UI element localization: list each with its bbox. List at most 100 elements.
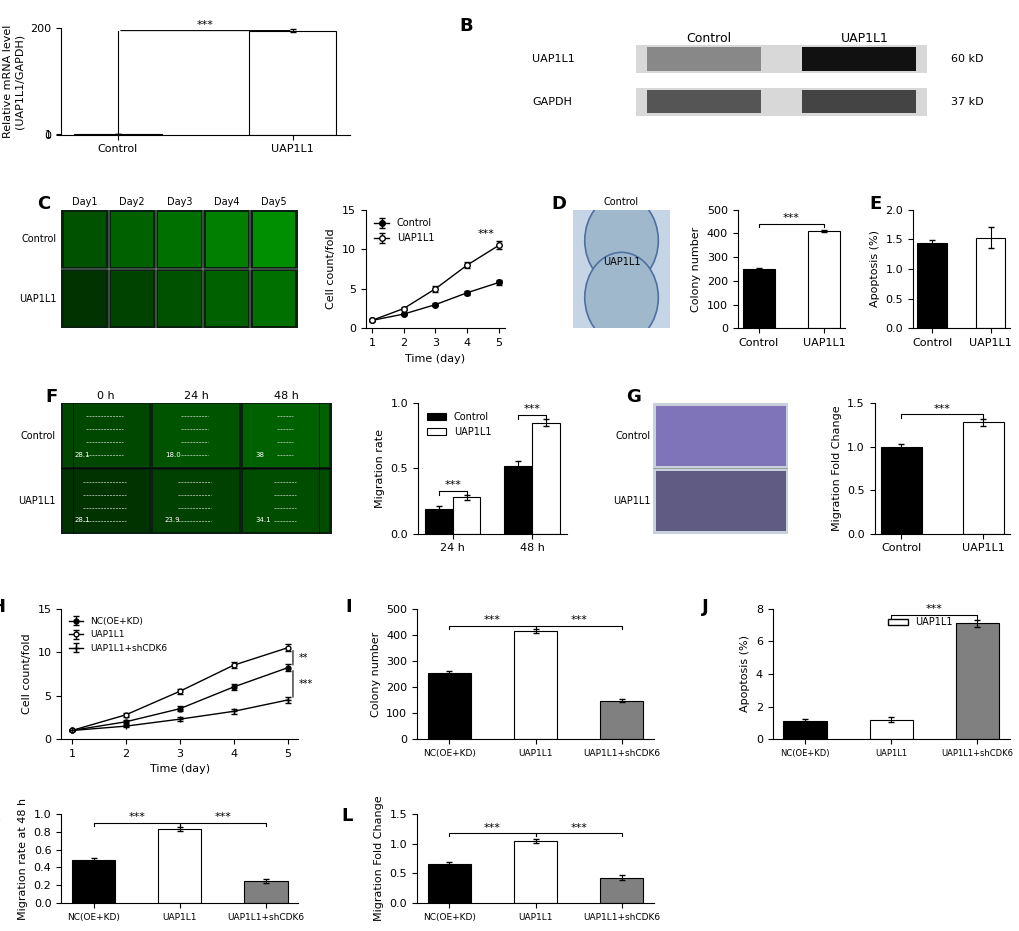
Bar	[599, 700, 643, 739]
Text: UAP1L1: UAP1L1	[602, 257, 640, 266]
Y-axis label: Migration Fold Change: Migration Fold Change	[830, 406, 841, 532]
Y-axis label: Relative mRNA level
(UAP1L1/GAPDH): Relative mRNA level (UAP1L1/GAPDH)	[3, 24, 24, 138]
Bar	[158, 271, 201, 326]
Text: L: L	[340, 807, 353, 825]
Legend: NC(OE+KD), UAP1L1, UAP1L1+shCDK6: NC(OE+KD), UAP1L1, UAP1L1+shCDK6	[65, 614, 170, 656]
Text: UAP1L1: UAP1L1	[840, 33, 888, 46]
Bar	[111, 212, 153, 266]
Bar	[879, 447, 921, 533]
Text: G: G	[626, 387, 640, 406]
Y-axis label: Colony number: Colony number	[691, 226, 701, 312]
Bar	[655, 406, 785, 466]
Y-axis label: Cell count/fold: Cell count/fold	[326, 229, 336, 309]
Text: ***: ***	[128, 813, 145, 822]
Text: ***: ***	[483, 823, 500, 832]
Bar	[243, 470, 329, 533]
Text: ***: ***	[523, 404, 540, 414]
Bar	[807, 231, 840, 329]
Bar	[253, 212, 296, 266]
Circle shape	[584, 196, 657, 286]
Text: ***: ***	[214, 813, 231, 822]
Bar	[503, 466, 532, 533]
Text: Control: Control	[614, 431, 650, 440]
Bar	[63, 271, 106, 326]
Bar	[63, 212, 106, 266]
Bar	[962, 423, 1003, 533]
Text: Day2: Day2	[119, 197, 145, 208]
Bar	[514, 631, 556, 739]
Text: C: C	[38, 196, 51, 213]
Circle shape	[584, 252, 657, 343]
Text: ***: ***	[443, 480, 461, 490]
Bar	[253, 271, 296, 326]
Text: Day4: Day4	[214, 197, 239, 208]
Text: Day5: Day5	[261, 197, 286, 208]
Text: ***: ***	[197, 20, 214, 30]
Y-axis label: Colony number: Colony number	[370, 631, 380, 717]
Bar	[158, 212, 201, 266]
Bar	[206, 212, 248, 266]
Text: UAP1L1: UAP1L1	[612, 496, 650, 506]
Bar	[249, 31, 336, 135]
Bar	[206, 271, 248, 326]
Text: E: E	[868, 196, 880, 213]
Text: F: F	[45, 387, 57, 406]
Legend: Control, UAP1L1: Control, UAP1L1	[370, 214, 437, 247]
Text: ***: ***	[932, 404, 950, 414]
Y-axis label: Migration Fold Change: Migration Fold Change	[374, 796, 383, 922]
Bar	[636, 88, 926, 115]
Text: ***: ***	[783, 213, 799, 223]
Text: B: B	[460, 18, 473, 35]
Bar	[111, 271, 153, 326]
Text: UAP1L1: UAP1L1	[19, 293, 56, 304]
Text: D: D	[551, 196, 567, 213]
X-axis label: Time (day): Time (day)	[405, 354, 465, 364]
Text: 37 kD: 37 kD	[951, 97, 983, 107]
Y-axis label: Migration rate at 48 h: Migration rate at 48 h	[18, 798, 29, 920]
Text: 0 h: 0 h	[98, 391, 115, 400]
Bar	[158, 830, 201, 903]
Text: 23.9: 23.9	[165, 518, 180, 523]
Text: ***: ***	[478, 229, 494, 239]
Text: ***: ***	[299, 679, 312, 689]
Y-axis label: Apoptosis (%): Apoptosis (%)	[740, 635, 750, 712]
Bar	[801, 90, 915, 114]
Bar	[646, 90, 760, 114]
Bar	[532, 423, 559, 533]
Text: Control: Control	[603, 197, 639, 208]
Bar	[801, 47, 915, 71]
Text: Control: Control	[686, 33, 731, 46]
Bar	[153, 470, 239, 533]
Bar	[452, 497, 480, 533]
Bar	[955, 623, 998, 739]
Legend: UAP1L1: UAP1L1	[883, 614, 956, 631]
Bar	[916, 243, 946, 329]
Text: UAP1L1: UAP1L1	[532, 54, 575, 64]
Text: H: H	[0, 598, 5, 616]
Y-axis label: Cell count/fold: Cell count/fold	[21, 634, 32, 714]
Text: 38: 38	[255, 452, 264, 458]
Bar	[243, 404, 329, 467]
Bar	[62, 470, 149, 533]
Text: ***: ***	[925, 604, 942, 614]
Text: ***: ***	[483, 615, 500, 625]
Text: Control: Control	[21, 235, 56, 244]
Text: 24 h: 24 h	[183, 391, 209, 400]
Bar	[783, 722, 825, 739]
Y-axis label: Apoptosis (%): Apoptosis (%)	[869, 231, 879, 307]
Text: Day1: Day1	[72, 197, 98, 208]
Text: Day3: Day3	[166, 197, 192, 208]
Text: I: I	[345, 598, 352, 616]
Bar	[646, 47, 760, 71]
Text: 34.1: 34.1	[255, 518, 270, 523]
Text: **: **	[299, 653, 308, 663]
Text: ***: ***	[570, 615, 587, 625]
Text: UAP1L1: UAP1L1	[18, 496, 56, 506]
Text: 28.1: 28.1	[74, 518, 91, 523]
Bar	[869, 720, 912, 739]
Text: J: J	[701, 598, 707, 616]
Text: 48 h: 48 h	[274, 391, 299, 400]
Bar	[427, 865, 471, 903]
Bar	[424, 509, 452, 533]
Bar	[655, 471, 785, 532]
